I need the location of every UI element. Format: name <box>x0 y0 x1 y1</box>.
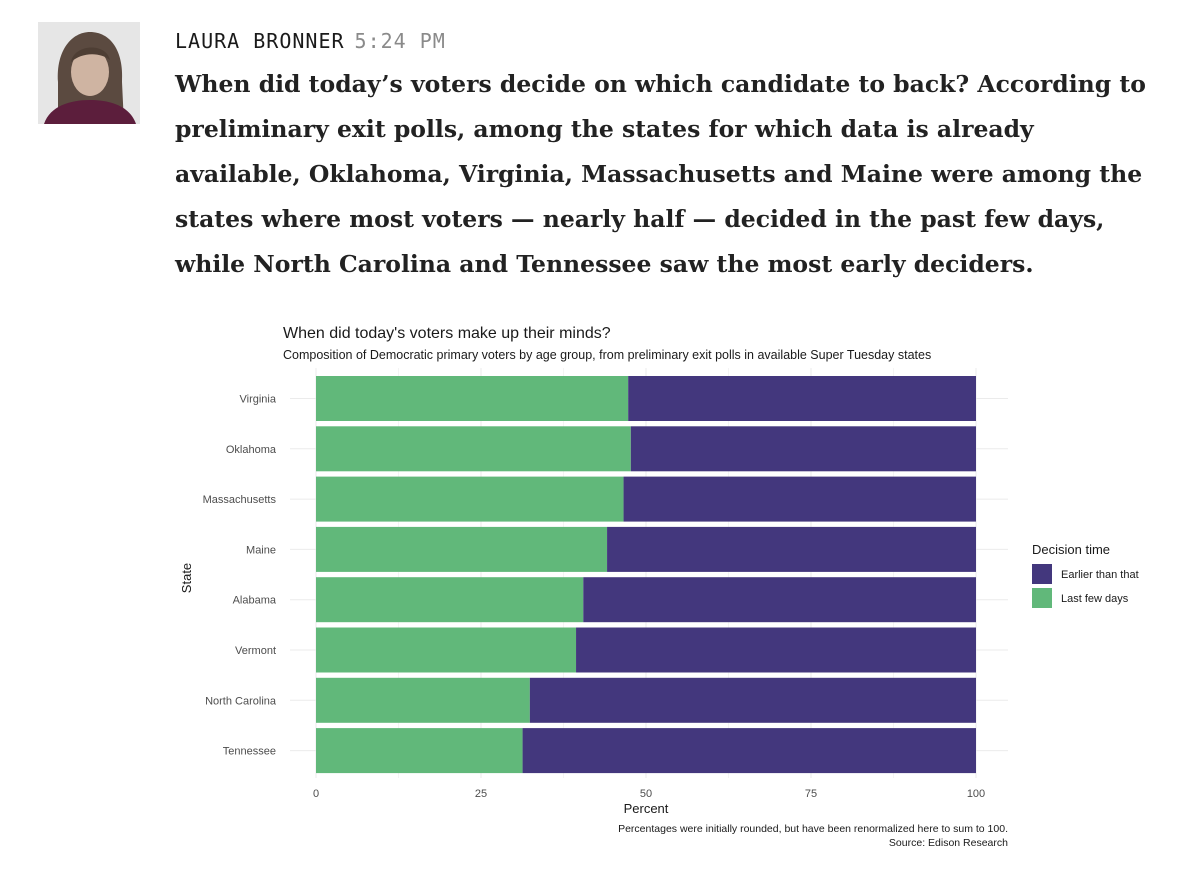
bar-vermont-earlier-than-that <box>576 627 976 673</box>
y-tick-label: Virginia <box>240 394 277 406</box>
bar-tennessee-last-few-days <box>316 728 523 774</box>
bar-vermont-last-few-days <box>316 627 577 673</box>
bar-north-carolina-earlier-than-that <box>529 677 976 723</box>
x-tick-label: 100 <box>967 788 985 800</box>
y-axis-title: State <box>179 563 194 593</box>
bar-maine-earlier-than-that <box>607 526 976 572</box>
y-tick-label: Alabama <box>233 595 277 607</box>
bar-virginia-earlier-than-that <box>628 376 976 421</box>
y-tick-label: Maine <box>246 544 276 556</box>
post-byline: LAURA BRONNER 5:24 PM <box>175 28 446 54</box>
chart-caption: Percentages were initially rounded, but … <box>618 823 1008 835</box>
legend-title: Decision time <box>1032 542 1110 557</box>
bar-massachusetts-last-few-days <box>316 476 624 522</box>
y-tick-label: Tennessee <box>223 746 276 758</box>
bar-oklahoma-last-few-days <box>316 426 631 472</box>
author-name[interactable]: LAURA BRONNER <box>175 29 345 53</box>
bar-oklahoma-earlier-than-that <box>630 426 976 472</box>
bar-massachusetts-earlier-than-that <box>623 476 976 522</box>
bar-north-carolina-last-few-days <box>316 677 530 723</box>
x-tick-label: 25 <box>475 788 487 800</box>
legend-label: Last few days <box>1061 593 1129 605</box>
post-text: When did today’s voters decide on which … <box>175 70 1146 278</box>
bar-maine-last-few-days <box>316 526 608 572</box>
y-tick-label: Vermont <box>235 645 276 657</box>
author-photo-icon <box>38 22 140 124</box>
legend-swatch-earlier-than-that <box>1032 564 1052 584</box>
author-avatar[interactable] <box>38 22 140 124</box>
x-tick-label: 0 <box>313 788 319 800</box>
x-axis-title: Percent <box>624 801 669 816</box>
chart-subtitle: Composition of Democratic primary voters… <box>283 348 931 362</box>
legend-label: Earlier than that <box>1061 569 1139 581</box>
legend-swatch-last-few-days <box>1032 588 1052 608</box>
x-tick-label: 50 <box>640 788 652 800</box>
y-tick-label: Massachusetts <box>203 494 277 506</box>
y-tick-label: Oklahoma <box>226 444 277 456</box>
bar-virginia-last-few-days <box>316 376 629 421</box>
bar-alabama-last-few-days <box>316 577 584 623</box>
bar-tennessee-earlier-than-that <box>522 728 976 774</box>
x-tick-label: 75 <box>805 788 817 800</box>
bar-alabama-earlier-than-that <box>583 577 976 623</box>
post-timestamp: 5:24 PM <box>354 29 446 53</box>
chart-source: Source: Edison Research <box>889 837 1008 849</box>
chart-title: When did today's voters make up their mi… <box>283 325 611 342</box>
y-tick-label: North Carolina <box>205 695 277 707</box>
